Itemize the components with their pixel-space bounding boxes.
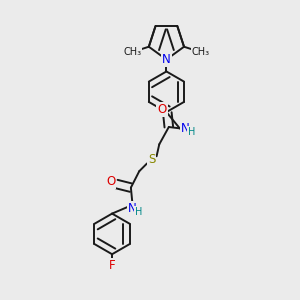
Text: N: N xyxy=(162,53,171,66)
Text: H: H xyxy=(135,207,142,217)
Text: S: S xyxy=(148,153,155,167)
Text: N: N xyxy=(181,122,190,135)
Text: CH₃: CH₃ xyxy=(191,47,210,57)
Text: F: F xyxy=(109,259,116,272)
Text: H: H xyxy=(188,127,196,137)
Text: O: O xyxy=(157,103,167,116)
Text: N: N xyxy=(128,202,137,215)
Text: CH₃: CH₃ xyxy=(123,47,141,57)
Text: O: O xyxy=(106,175,115,188)
